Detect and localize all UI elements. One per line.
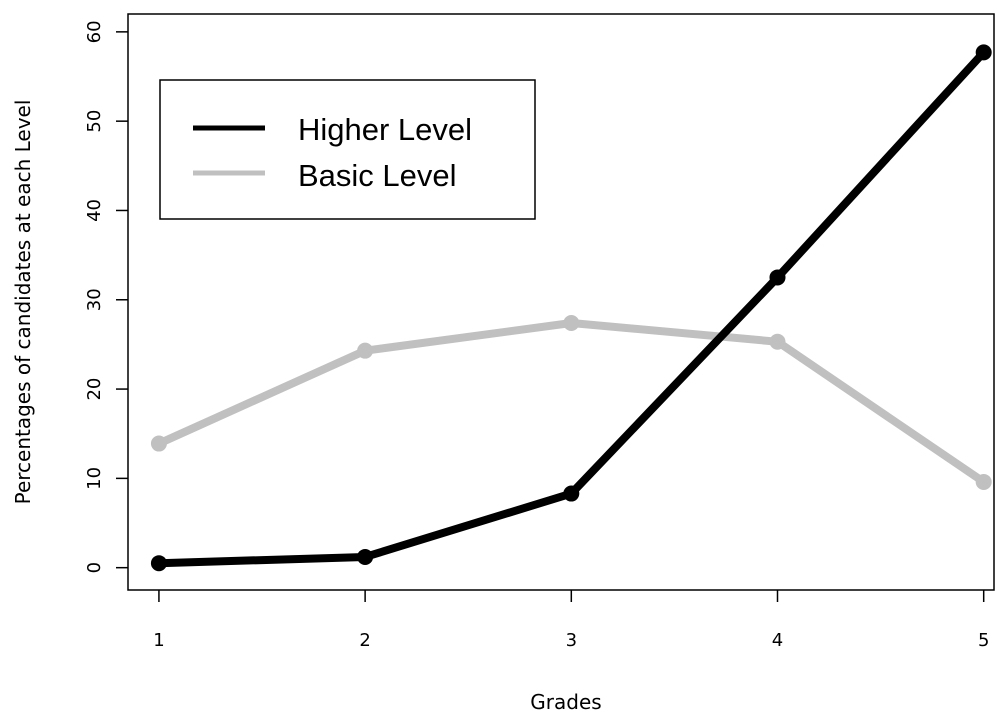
legend-box (159, 79, 536, 220)
y-tick-label: 50 (84, 110, 105, 133)
x-tick-label: 5 (978, 630, 989, 651)
y-tick-label: 0 (84, 562, 105, 573)
data-point-basic-level (357, 342, 374, 359)
series-line-basic-level (157, 318, 986, 486)
y-tick-label: 20 (84, 378, 105, 401)
y-tick-label: 10 (84, 467, 105, 490)
x-tick-label: 2 (359, 630, 370, 651)
series-layer (150, 44, 992, 572)
legend: Higher Level Basic Level (159, 79, 536, 220)
x-tick-label: 4 (772, 630, 783, 651)
data-point-higher-level (975, 44, 992, 61)
data-point-higher-level (150, 555, 167, 572)
x-axis-title: Grades (530, 690, 601, 713)
data-point-basic-level (975, 473, 992, 490)
data-point-higher-level (357, 548, 374, 565)
y-tick-label: 60 (84, 20, 105, 43)
y-tick-label: 40 (84, 199, 105, 222)
data-point-basic-level (563, 314, 580, 331)
legend-label-basic-level: Basic Level (298, 158, 457, 193)
data-point-higher-level (769, 269, 786, 286)
data-point-higher-level (563, 485, 580, 502)
y-axis-title: Percentages of candidates at each Level (11, 100, 35, 505)
x-tick-label: 3 (566, 630, 577, 651)
x-tick-label: 1 (153, 630, 164, 651)
plot-frame (127, 13, 995, 591)
data-point-basic-level (769, 333, 786, 350)
data-point-basic-level (150, 435, 167, 452)
y-tick-label: 30 (84, 288, 105, 311)
legend-label-higher-level: Higher Level (298, 112, 472, 147)
